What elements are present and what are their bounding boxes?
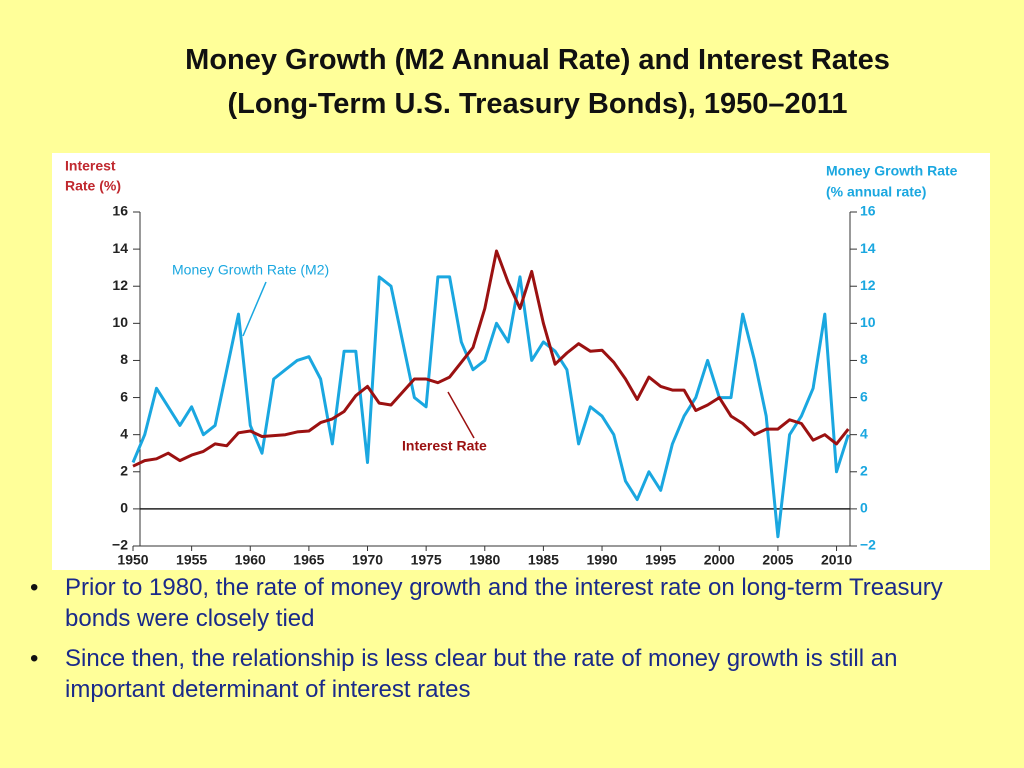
y-tick-label: 4 [120, 425, 128, 441]
series-label: Money Growth Rate (M2) [172, 262, 329, 278]
y2-tick-label: 10 [860, 314, 876, 330]
y2-tick-label: 16 [860, 203, 876, 219]
title-line: (Long-Term U.S. Treasury Bonds), 1950–20… [227, 88, 848, 120]
y2-tick-label: 0 [860, 500, 868, 516]
x-tick-label: 2010 [821, 552, 852, 568]
bullet: Since then, the relationship is less cle… [30, 643, 960, 705]
y2-tick-label: 6 [860, 388, 868, 404]
y2-tick-label: 2 [860, 462, 868, 478]
chart-background [52, 153, 990, 570]
y-axis-label: Interest [65, 158, 116, 174]
x-tick-label: 1975 [411, 552, 442, 568]
y-tick-label: 16 [112, 203, 128, 219]
x-tick-label: 1970 [352, 552, 383, 568]
y2-tick-label: 12 [860, 277, 876, 293]
slide-title: Money Growth (M2 Annual Rate) and Intere… [0, 38, 1024, 126]
title-line: Money Growth (M2 Annual Rate) and Intere… [185, 44, 890, 76]
y-tick-label: 12 [112, 277, 128, 293]
x-tick-label: 2005 [762, 552, 793, 568]
y2-tick-label: 14 [860, 240, 876, 256]
y-tick-label: 10 [112, 314, 128, 330]
y2-tick-label: −2 [860, 537, 876, 553]
bullet: Prior to 1980, the rate of money growth … [30, 572, 960, 634]
x-tick-label: 1980 [469, 552, 500, 568]
y-tick-label: 2 [120, 462, 128, 478]
x-tick-label: 2000 [704, 552, 735, 568]
y-tick-label: 6 [120, 388, 128, 404]
bullet-list: Prior to 1980, the rate of money growth … [30, 572, 960, 714]
y2-tick-label: 8 [860, 351, 868, 367]
y-tick-label: 14 [112, 240, 128, 256]
y-tick-label: 8 [120, 351, 128, 367]
x-tick-label: 1960 [235, 552, 266, 568]
x-tick-label: 1955 [176, 552, 207, 568]
x-tick-label: 1950 [117, 552, 148, 568]
y-tick-label: 0 [120, 500, 128, 516]
x-tick-label: 1985 [528, 552, 559, 568]
x-tick-label: 1990 [586, 552, 617, 568]
y-axis-label: Rate (%) [65, 178, 121, 194]
y-tick-label: −2 [112, 537, 128, 553]
series-line [131, 275, 850, 539]
y2-tick-label: 4 [860, 425, 868, 441]
series-label: Interest Rate [402, 438, 487, 454]
series-line [132, 249, 850, 468]
annotation-arrow [242, 281, 267, 337]
y2-axis-label: (% annual rate) [826, 184, 926, 200]
y2-axis-label: Money Growth Rate [826, 163, 958, 179]
x-tick-label: 1965 [293, 552, 324, 568]
annotation-arrow [447, 391, 475, 439]
x-tick-label: 1995 [645, 552, 676, 568]
